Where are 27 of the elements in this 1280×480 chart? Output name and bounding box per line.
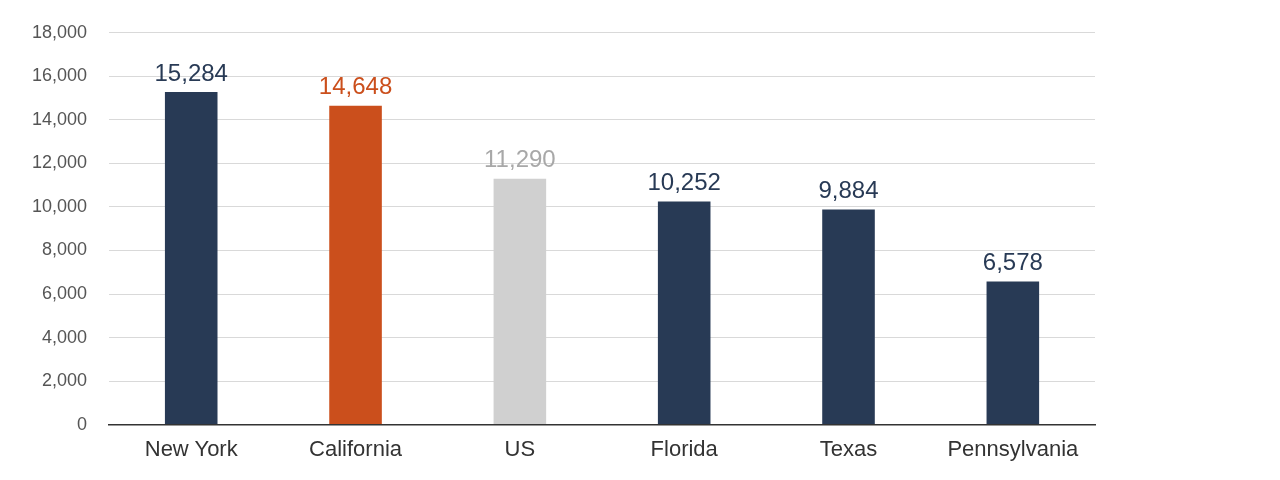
y-tick-label: 6,000 bbox=[42, 282, 88, 303]
bar bbox=[822, 209, 875, 425]
x-tick-label: Texas bbox=[819, 435, 878, 461]
bar bbox=[329, 105, 382, 425]
y-tick-label: 2,000 bbox=[42, 370, 88, 391]
x-tick-label: US bbox=[504, 435, 536, 461]
data-label: 15,284 bbox=[154, 58, 228, 86]
bar bbox=[164, 91, 218, 425]
data-label: 11,290 bbox=[484, 145, 556, 173]
y-tick-label: 16,000 bbox=[31, 65, 88, 86]
y-tick-label: 0 bbox=[77, 413, 88, 434]
x-tick-label: Florida bbox=[650, 435, 719, 461]
data-label: 10,252 bbox=[647, 168, 721, 196]
y-tick-label: 18,000 bbox=[31, 21, 88, 42]
y-tick-label: 14,000 bbox=[31, 108, 88, 129]
bar bbox=[657, 201, 711, 425]
x-tick-label: Pennsylvania bbox=[947, 435, 1080, 461]
data-label: 6,578 bbox=[982, 248, 1043, 276]
y-tick-label: 10,000 bbox=[31, 195, 88, 216]
x-tick-label: California bbox=[309, 435, 403, 461]
x-tick-label: New York bbox=[144, 435, 239, 461]
data-label: 9,884 bbox=[818, 176, 879, 204]
y-tick-label: 8,000 bbox=[42, 239, 88, 260]
y-tick-label: 4,000 bbox=[42, 326, 88, 347]
data-label: 14,648 bbox=[318, 72, 393, 100]
bar bbox=[986, 281, 1040, 425]
y-tick-label: 12,000 bbox=[31, 152, 88, 173]
